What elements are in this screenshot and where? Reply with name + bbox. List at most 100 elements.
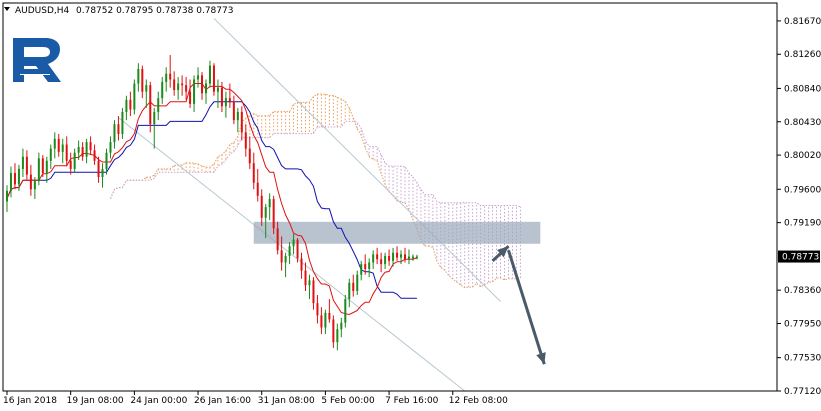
candle-body <box>53 138 56 149</box>
candle-body <box>185 85 188 92</box>
candle <box>208 60 211 88</box>
candle <box>89 136 92 156</box>
header: AUDUSD,H4 0.78752 0.78795 0.78738 0.7877… <box>4 6 233 16</box>
candle-body <box>415 256 418 259</box>
candle-body <box>29 174 32 190</box>
candle-body <box>348 282 351 300</box>
candle <box>201 72 204 100</box>
candle <box>415 254 418 260</box>
candle-body <box>73 152 76 169</box>
candle-body <box>244 132 247 149</box>
candle-body <box>193 79 196 104</box>
candle-body <box>324 312 327 328</box>
candle-body <box>141 68 144 92</box>
candle <box>272 195 275 235</box>
candle <box>276 221 279 255</box>
candle-body <box>220 87 223 107</box>
candle <box>240 106 243 141</box>
candle-body <box>25 156 28 175</box>
candle-body <box>137 68 140 84</box>
candle-body <box>6 190 8 202</box>
candle-body <box>388 255 391 261</box>
candle-body <box>93 150 96 161</box>
candle <box>360 260 363 281</box>
forecast-down-arrow <box>507 249 546 365</box>
candle <box>336 323 339 351</box>
candle <box>256 168 259 202</box>
candle-body <box>21 156 24 169</box>
candle <box>9 166 12 198</box>
candle-body <box>149 85 152 125</box>
candle-body <box>256 182 259 196</box>
candle <box>105 148 108 175</box>
candle-body <box>65 144 68 161</box>
senkou-span-b <box>110 120 521 208</box>
candle-body <box>165 73 168 82</box>
candle <box>45 156 48 183</box>
candle-body <box>364 264 367 269</box>
candle-body <box>9 173 12 191</box>
candle-body <box>296 239 299 259</box>
candle <box>69 152 72 175</box>
candle-body <box>33 181 36 190</box>
current-price-label: 0.78773 <box>782 253 819 263</box>
candle-body <box>45 160 48 174</box>
candle-body <box>228 98 231 102</box>
candle <box>205 79 207 104</box>
x-tick-label: 16 Jan 2018 <box>3 396 57 406</box>
candle-body <box>145 85 148 92</box>
x-tick-label: 24 Jan 00:00 <box>130 396 187 406</box>
candle <box>296 238 299 263</box>
y-tick-label: 0.79190 <box>784 219 821 229</box>
candle-body <box>372 254 375 263</box>
candle-body <box>97 160 100 178</box>
candle <box>292 234 295 255</box>
candle <box>411 254 414 261</box>
x-tick-label: 7 Feb 16:00 <box>385 396 439 406</box>
candle <box>77 140 80 160</box>
x-tick-label: 5 Feb 00:00 <box>321 396 375 406</box>
candle <box>364 254 367 275</box>
x-tick-label: 19 Jan 08:00 <box>67 396 124 406</box>
candle-body <box>336 329 339 343</box>
candle-body <box>117 124 120 134</box>
candle <box>61 138 64 164</box>
candle <box>308 274 311 300</box>
candle <box>392 247 395 267</box>
candle <box>145 79 148 108</box>
candle <box>189 79 192 108</box>
candle-body <box>177 83 180 91</box>
candle <box>33 177 36 200</box>
candle <box>316 295 319 324</box>
candle <box>129 91 132 117</box>
candle-body <box>332 319 335 343</box>
candle-body <box>69 160 72 169</box>
indicator-lines <box>6 83 418 316</box>
candle <box>93 144 96 165</box>
y-tick-label: 0.80840 <box>784 84 821 94</box>
candle-body <box>292 239 295 247</box>
kijun-sen-line <box>6 101 417 299</box>
candle-body <box>240 111 243 133</box>
candle <box>332 315 335 348</box>
channel-upper-line <box>213 18 501 302</box>
candle <box>248 136 251 169</box>
resistance-zone-band <box>253 221 541 244</box>
candle-body <box>284 255 287 263</box>
candle <box>133 79 136 115</box>
candle <box>407 249 410 265</box>
candle <box>280 236 283 271</box>
dropdown-triangle-icon[interactable] <box>4 7 10 11</box>
channel-lower-line <box>118 117 466 392</box>
candle <box>340 317 343 338</box>
candle <box>117 116 120 141</box>
candle <box>41 155 44 178</box>
candle-body <box>392 252 395 261</box>
candle <box>169 55 172 88</box>
candle-body <box>85 142 88 157</box>
candle-body <box>236 111 239 121</box>
candle <box>109 136 112 159</box>
candle-body <box>105 152 108 169</box>
candle-body <box>328 312 331 320</box>
